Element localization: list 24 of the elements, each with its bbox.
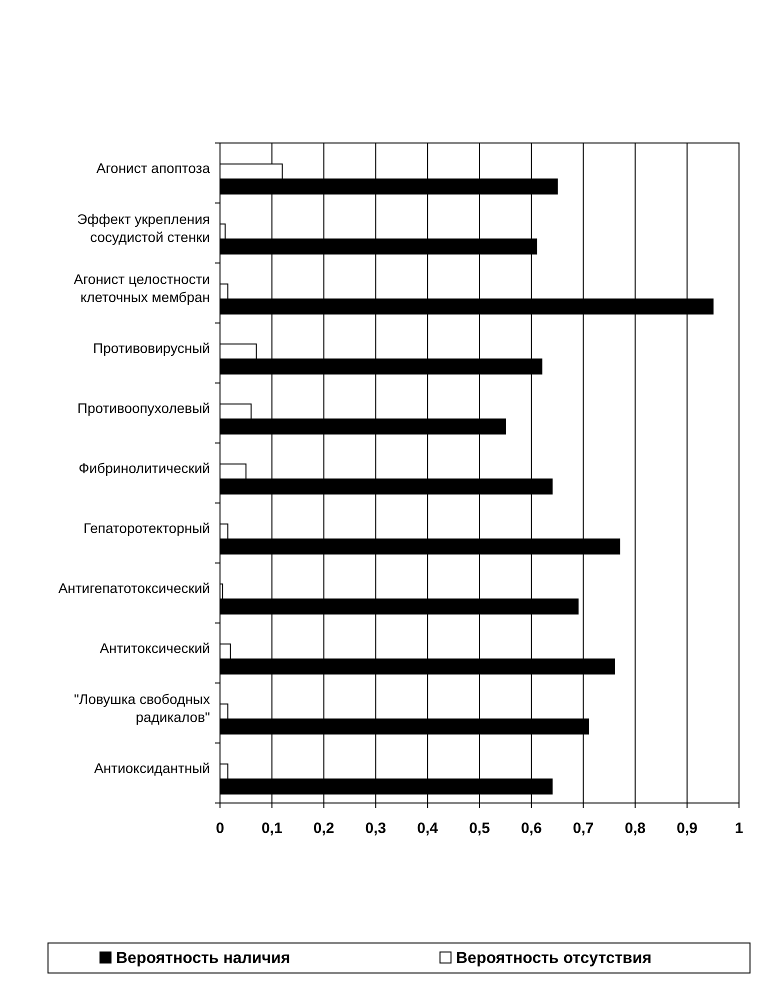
x-tick-label: 0,1 [261,820,282,837]
x-tick-label: 0,6 [520,820,542,837]
y-tick-label: Противоопухолевый [77,400,210,416]
y-tick-label: Гепаторотекторный [83,520,210,536]
y-tick-label: "Ловушка свободных радикалов" [74,691,210,725]
y-tick-label: Антиоксидантный [94,760,210,776]
x-tick-label: 0,3 [365,820,386,837]
x-tick-label: 0,4 [417,820,439,837]
y-tick-label: Антитоксический [100,640,210,656]
y-tick-label: Противовирусный [93,340,210,356]
x-tick-label: 0,9 [676,820,698,837]
y-tick-label: Антигепатотоксический [58,580,210,596]
y-tick-label: Агонист целостности клеточных мембран [74,271,210,305]
x-tick-label: 0,7 [572,820,594,837]
y-tick-label: Эффект укрепления сосудистой стенки [77,211,210,245]
y-tick-label: Фибринолитический [78,460,210,476]
legend-label: Вероятность отсутствия [456,950,652,967]
x-tick-label: 0,5 [469,820,490,837]
x-tick-label: 0,8 [624,820,646,837]
x-tick-label: 0 [216,820,224,837]
x-tick-label: 0,2 [313,820,334,837]
y-tick-label: Агонист апоптоза [96,160,210,176]
x-tick-label: 1 [734,820,744,837]
legend-label: Вероятность наличия [116,950,290,967]
